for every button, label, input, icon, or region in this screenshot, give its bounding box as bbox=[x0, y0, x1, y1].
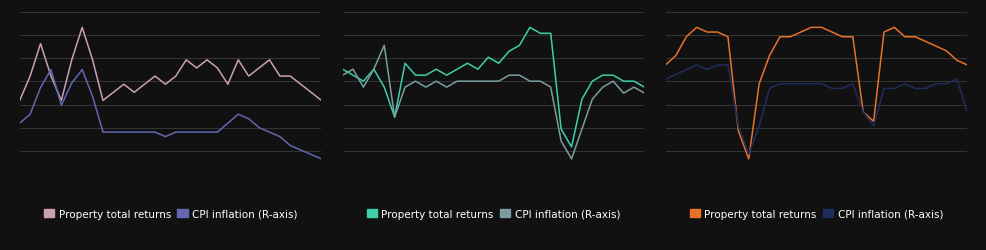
Legend: Property total returns, CPI inflation (R-axis): Property total returns, CPI inflation (R… bbox=[686, 206, 946, 222]
Legend: Property total returns, CPI inflation (R-axis): Property total returns, CPI inflation (R… bbox=[40, 206, 300, 222]
Legend: Property total returns, CPI inflation (R-axis): Property total returns, CPI inflation (R… bbox=[364, 206, 622, 222]
